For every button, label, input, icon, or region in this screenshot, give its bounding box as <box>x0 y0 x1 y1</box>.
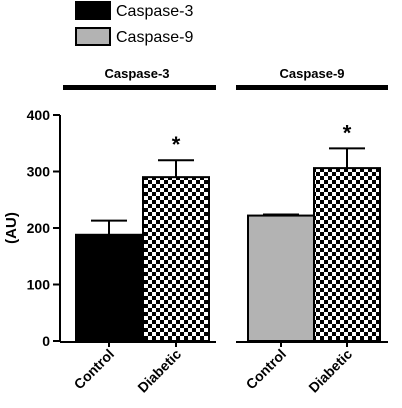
significance-mark-caspase-9-diabetic: * <box>343 120 352 145</box>
legend-swatch-caspase-3 <box>75 1 111 20</box>
group-headers: Caspase-3 Caspase-9 <box>63 66 388 90</box>
group-label-caspase-3: Caspase-3 <box>104 66 169 81</box>
bar-caspase-9-control <box>247 214 315 343</box>
y-tick-label-300: 300 <box>27 164 51 180</box>
group-bar-caspase-9 <box>236 85 388 90</box>
y-tick-label-200: 200 <box>27 220 51 236</box>
category-label-caspase-3-diabetic: Diabetic <box>134 346 184 396</box>
bar-caspase-9-diabetic <box>313 167 381 342</box>
legend-swatch-caspase-9 <box>75 27 111 46</box>
category-label-caspase-9-control: Control <box>243 346 290 393</box>
legend-label-caspase-9: Caspase-9 <box>116 29 193 46</box>
legend-label-caspase-3: Caspase-3 <box>116 3 193 20</box>
bar-caspase-3-diabetic <box>142 176 210 342</box>
y-axis: 0 100 200 300 400 (AU) <box>3 107 61 349</box>
y-tick-label-400: 400 <box>27 107 51 123</box>
category-labels: Control Diabetic Control Diabetic <box>71 346 356 396</box>
bar-caspase-3-control <box>75 233 143 342</box>
group-label-caspase-9: Caspase-9 <box>279 66 344 81</box>
bars: * * <box>60 120 388 347</box>
y-axis-label: (AU) <box>3 212 20 244</box>
category-label-caspase-3-control: Control <box>71 346 118 393</box>
group-bar-caspase-3 <box>63 85 216 90</box>
significance-mark-caspase-3-diabetic: * <box>172 132 181 157</box>
legend: Caspase-3 Caspase-9 <box>75 1 193 46</box>
y-tick-label-100: 100 <box>27 277 51 293</box>
category-label-caspase-9-diabetic: Diabetic <box>305 346 355 396</box>
y-tick-label-0: 0 <box>42 333 50 349</box>
